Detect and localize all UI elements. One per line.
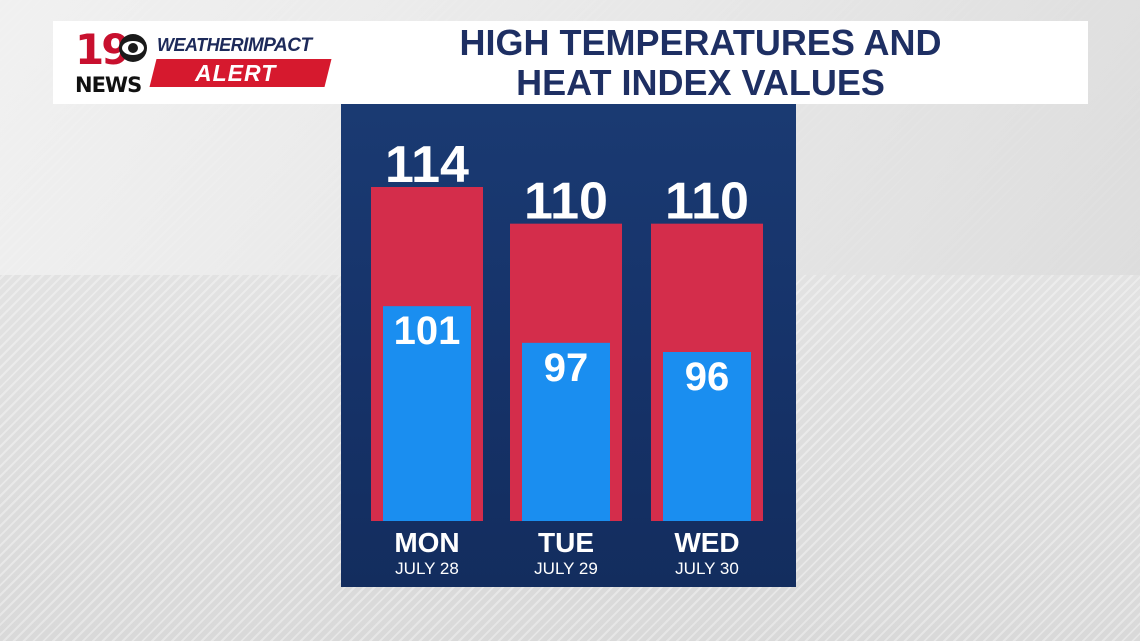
brand-impact: IMPACT (243, 35, 312, 56)
label-high-temp-tue: 97 (544, 346, 589, 390)
date-label-wed: JULY 30 (675, 559, 739, 578)
date-label-tue: JULY 29 (534, 559, 598, 578)
label-heat-index-wed: 110 (665, 173, 749, 231)
label-high-temp-mon: 101 (394, 309, 461, 353)
brand-weather: WEATHER (157, 35, 244, 55)
date-label-mon: JULY 28 (395, 559, 459, 578)
chart-panel: 114 101 MON JULY 28 110 97 TUE JULY 29 110 96 WED J… (341, 104, 796, 587)
alert-label: ALERT (195, 60, 277, 86)
label-heat-index-tue: 110 (524, 173, 608, 231)
station-logo: 19 NEWS (75, 25, 150, 99)
logo-news-text: NEWS (75, 73, 142, 97)
label-high-temp-wed: 96 (685, 355, 730, 399)
cbs-eye-icon (119, 34, 147, 62)
bar-high-temp-wed (663, 352, 751, 521)
day-label-tue: TUE (538, 527, 594, 558)
bar-high-temp-mon (383, 306, 471, 521)
day-label-wed: WED (674, 527, 739, 558)
page-title: HIGH TEMPERATURES AND HEAT INDEX VALUES (333, 23, 1068, 103)
header-banner: 19 NEWS WEATHERIMPACT ALERT HIGH TEMPERA… (53, 21, 1088, 104)
title-line-2: HEAT INDEX VALUES (516, 62, 885, 103)
day-label-mon: MON (394, 527, 459, 558)
bar-high-temp-tue (522, 342, 610, 521)
label-heat-index-mon: 114 (385, 136, 469, 194)
weather-impact-brand: WEATHERIMPACT (157, 35, 312, 57)
title-line-1: HIGH TEMPERATURES AND (459, 22, 942, 63)
